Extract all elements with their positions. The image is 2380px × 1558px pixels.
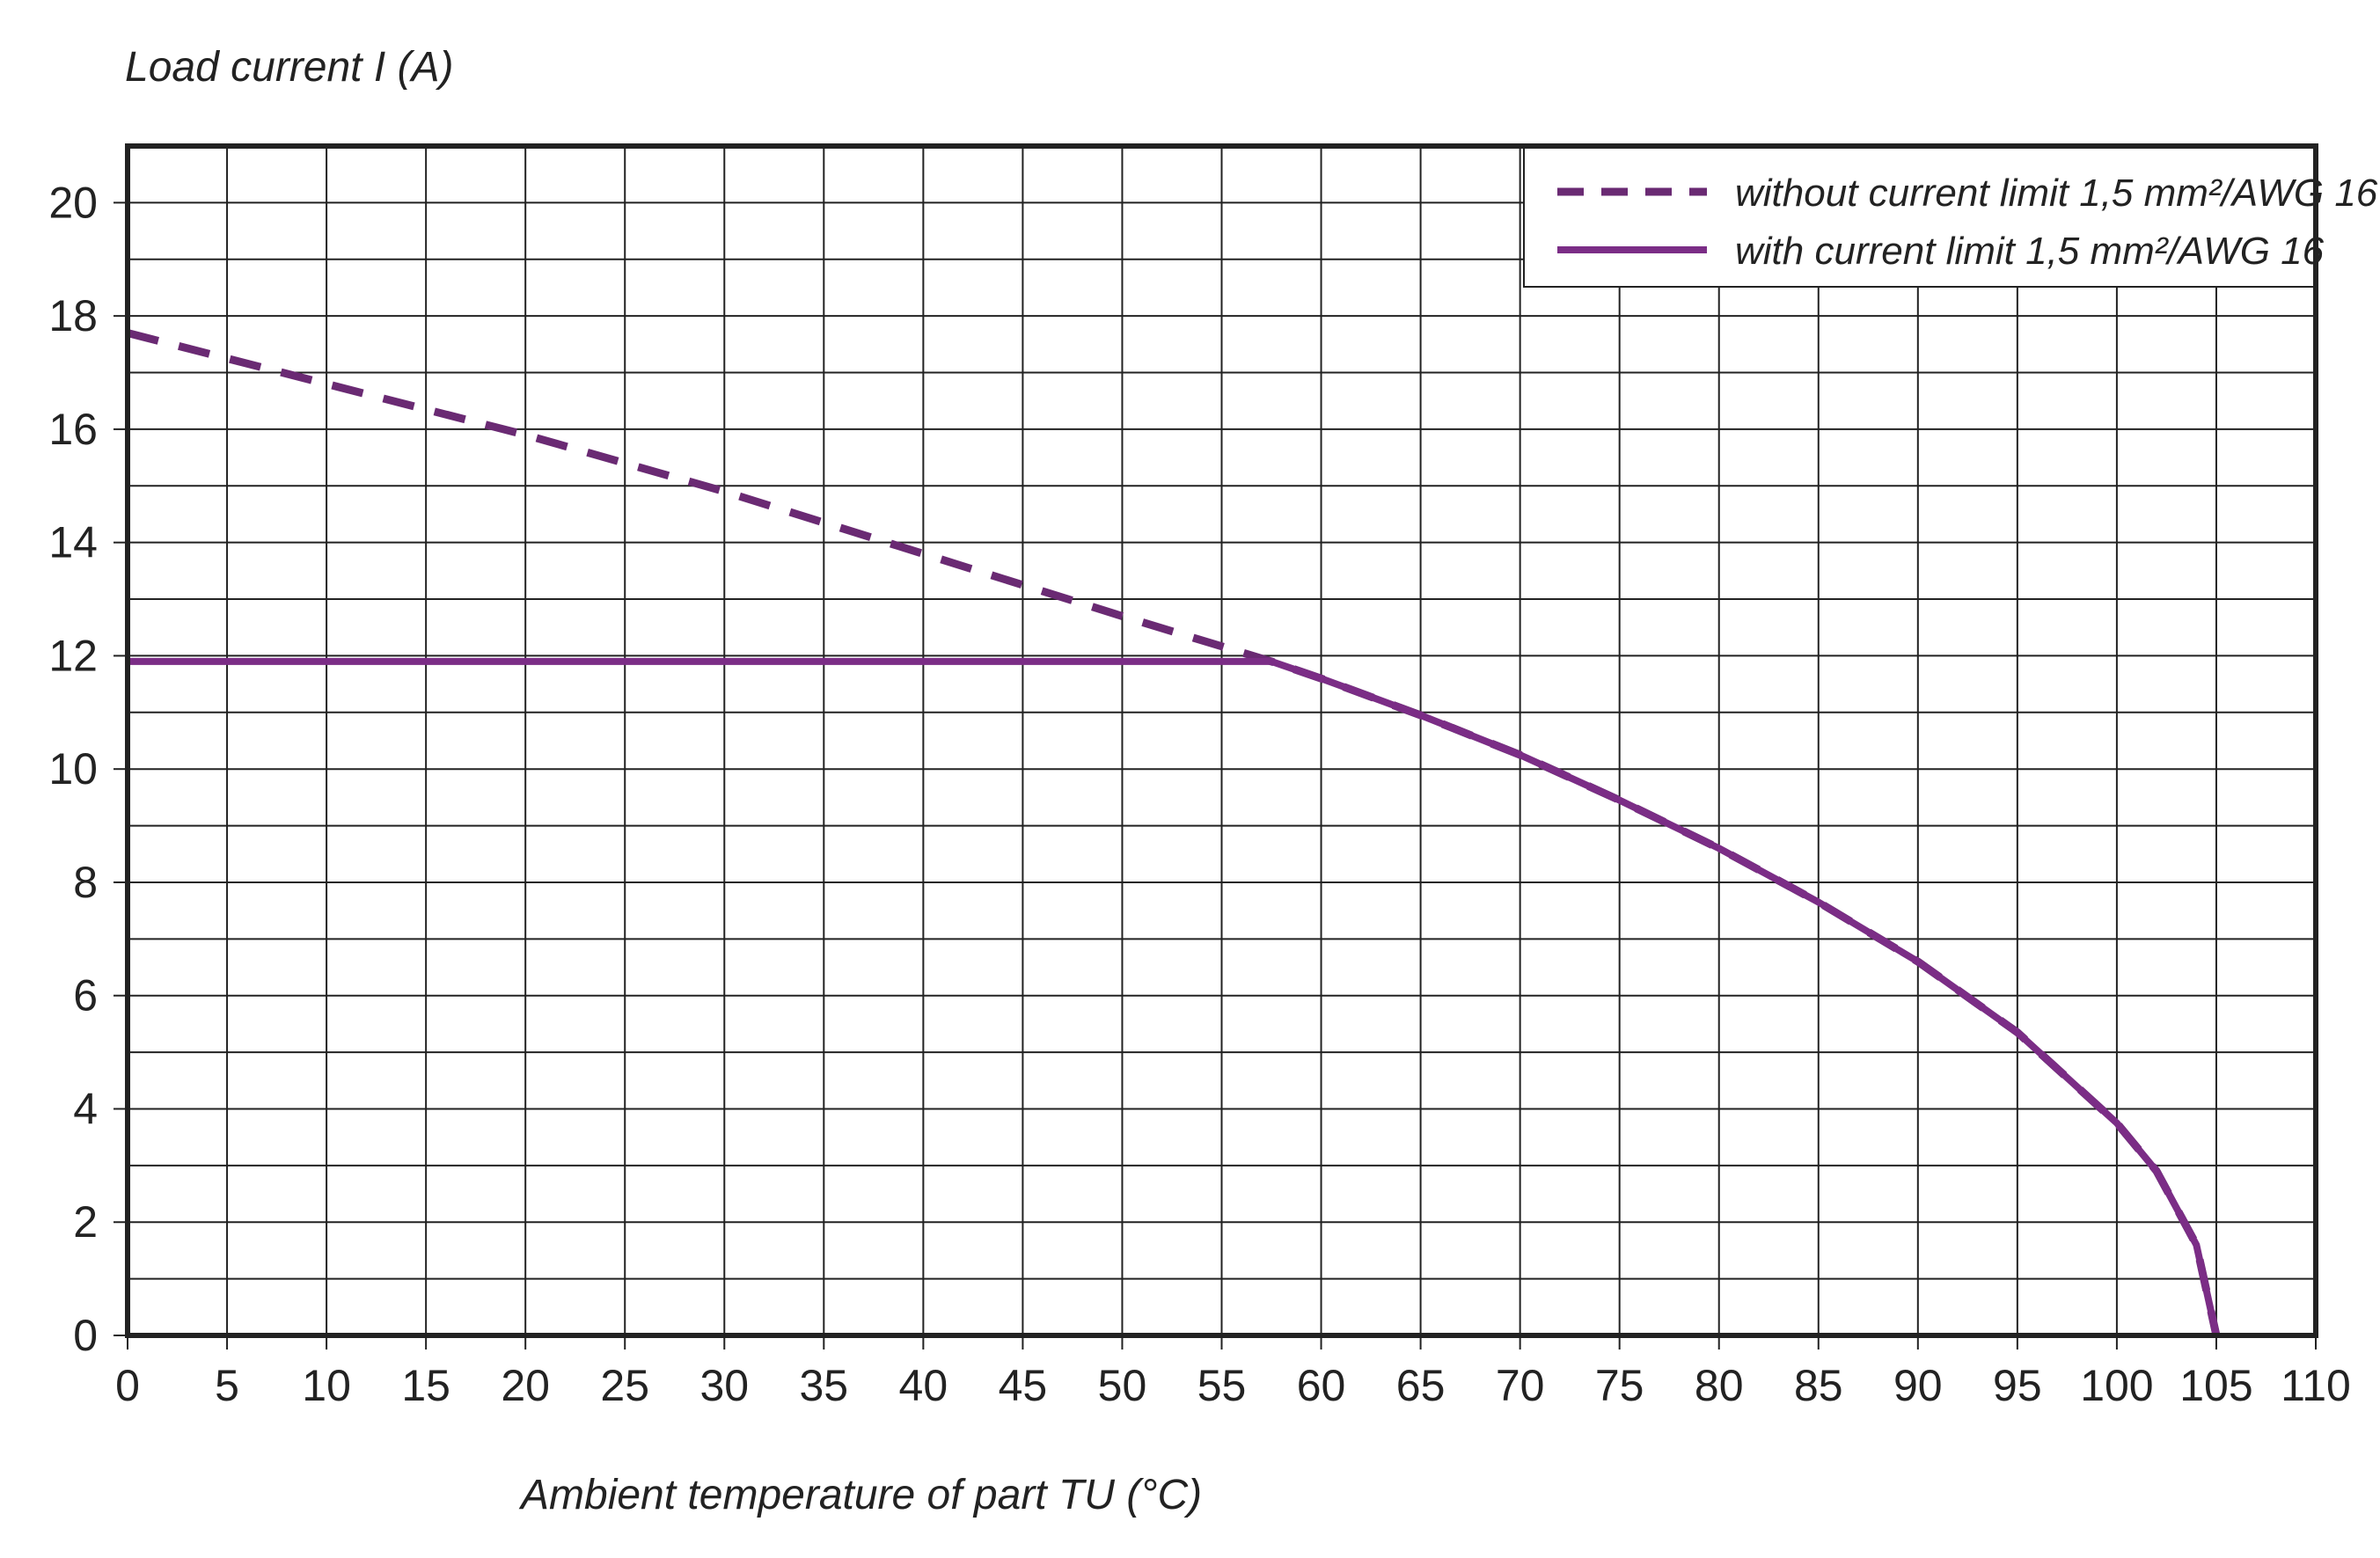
- x-tick-label: 90: [1893, 1361, 1943, 1410]
- series-line-without-current-limit: [126, 329, 2221, 1336]
- x-tick-label: 45: [999, 1361, 1048, 1410]
- x-tick-label: 95: [1993, 1361, 2042, 1410]
- y-tick-label: 6: [73, 971, 98, 1020]
- y-tick-label: 14: [48, 518, 98, 567]
- y-tick-label: 4: [73, 1084, 98, 1133]
- grid: [114, 145, 2317, 1350]
- x-tick-label: 80: [1695, 1361, 1744, 1410]
- x-tick-label: 0: [115, 1361, 140, 1410]
- x-tick-label: 60: [1297, 1361, 1346, 1410]
- legend-box: [1523, 147, 2315, 288]
- x-tick-label: 55: [1197, 1361, 1247, 1410]
- x-axis-label: Ambient temperature of part TU (°C): [518, 1472, 1202, 1518]
- x-tick-label: 40: [899, 1361, 948, 1410]
- series-line-with-current-limit: [128, 657, 2220, 1336]
- x-tick-label: 35: [800, 1361, 849, 1410]
- x-tick-label: 70: [1496, 1361, 1545, 1410]
- x-tick-label: 110: [2281, 1361, 2351, 1410]
- x-tick-label: 25: [600, 1361, 649, 1410]
- plot-frame: [125, 143, 2318, 1338]
- x-tick-label: 85: [1794, 1361, 1843, 1410]
- y-tick-label: 18: [48, 291, 98, 340]
- x-tick-label: 65: [1396, 1361, 1446, 1410]
- legend-label: without current limit 1,5 mm²/AWG 16: [1735, 172, 2378, 215]
- x-tick-label: 20: [501, 1361, 550, 1410]
- y-tick-label: 12: [48, 631, 98, 680]
- y-tick-labels: 0 2 4 6 8 10 12 14 16 18 20: [48, 178, 98, 1360]
- x-tick-label: 105: [2179, 1361, 2252, 1410]
- y-tick-label: 8: [73, 858, 98, 907]
- x-tick-label: 100: [2080, 1361, 2153, 1410]
- x-tick-label: 30: [699, 1361, 749, 1410]
- x-tick-label: 15: [401, 1361, 450, 1410]
- y-tick-label: 0: [73, 1311, 98, 1360]
- legend-label: with current limit 1,5 mm²/AWG 16: [1735, 230, 2325, 273]
- series-layer: [126, 329, 2221, 1336]
- x-tick-labels: 0 5 10 15 20 25 30 35 40 45 50 55 60 65 70 75 80 85 90 95 10…: [115, 1361, 2351, 1410]
- x-tick-label: 10: [302, 1361, 351, 1410]
- y-tick-label: 10: [48, 744, 98, 794]
- x-tick-label: 5: [215, 1361, 239, 1410]
- legend: without current limit 1,5 mm²/AWG 16 with…: [1523, 147, 2378, 288]
- x-tick-label: 50: [1098, 1361, 1147, 1410]
- y-tick-label: 2: [73, 1197, 98, 1247]
- y-tick-label: 20: [48, 178, 98, 227]
- y-tick-label: 16: [48, 405, 98, 454]
- x-tick-label: 75: [1595, 1361, 1644, 1410]
- y-axis-label: Load current I (A): [125, 44, 454, 91]
